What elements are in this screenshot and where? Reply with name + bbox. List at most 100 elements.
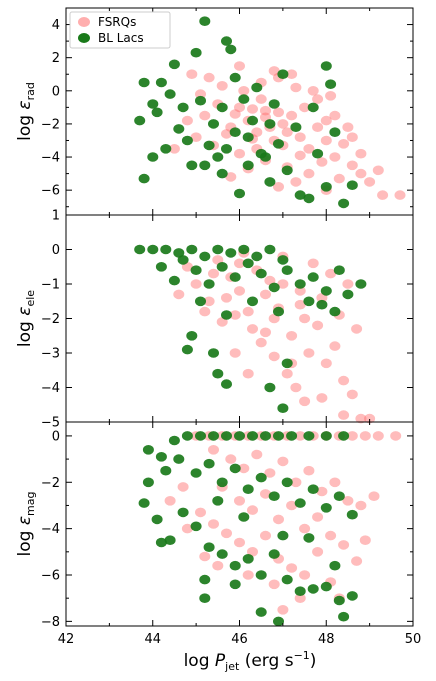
data-point [221,293,232,303]
data-point [290,82,302,93]
data-point [212,152,224,162]
data-point [294,286,306,296]
data-point [320,358,332,369]
data-point [168,59,180,70]
data-point [255,607,267,617]
data-point [208,519,219,529]
data-point [160,144,172,154]
data-point [329,306,341,317]
data-point [338,139,350,149]
data-point [151,107,163,118]
data-point [364,413,376,424]
data-point [333,173,345,184]
data-point [242,368,254,379]
data-point [390,431,402,441]
x-tick-label: 50 [405,632,422,647]
panel-frame [65,421,414,627]
data-point [173,289,185,300]
data-point [264,468,276,478]
data-point [221,129,232,139]
data-point [290,477,302,488]
data-point [212,368,224,379]
data-point [316,393,328,403]
data-point [186,244,198,255]
data-point [342,496,354,506]
data-point [186,69,198,79]
data-point [186,331,198,341]
y-axis-label: log εele [15,290,37,347]
data-point [251,82,263,93]
data-point [368,491,380,502]
data-point [251,251,263,262]
data-point [281,477,293,488]
data-point [342,289,354,300]
data-point [247,324,258,334]
data-point [164,535,176,545]
data-point [190,265,202,276]
data-point [281,368,293,379]
data-point [199,593,211,603]
data-point [303,465,315,476]
data-point [208,348,219,358]
y-tick-label: 4 [52,18,60,33]
data-point [351,324,363,334]
data-point [208,445,219,455]
data-point [325,91,337,101]
data-point [338,410,350,420]
data-point [286,431,298,441]
data-point [346,389,358,400]
data-point [155,452,167,462]
data-point [160,465,172,476]
y-tick-label: −4 [41,151,60,166]
data-point [338,375,350,386]
data-point [277,530,289,541]
data-point [234,496,245,506]
data-point [273,182,284,192]
data-point [338,540,350,550]
data-point [208,431,219,441]
data-point [242,132,254,142]
data-point [307,102,319,113]
data-point [333,595,345,606]
data-point [251,127,263,137]
data-point [264,244,276,255]
data-point [312,320,324,331]
data-point [325,268,337,279]
data-point [281,265,293,276]
data-point [320,581,332,592]
data-point [212,496,224,506]
data-point [238,463,250,474]
data-point [155,77,167,88]
data-point [264,119,276,129]
data-point [238,94,250,104]
y-tick-label: −2 [41,476,60,491]
data-point [338,611,350,622]
data-point [307,484,319,495]
data-point [294,431,306,441]
data-point [372,165,384,176]
data-point [277,279,289,289]
data-point [273,139,284,149]
data-point [286,331,298,341]
data-point [299,313,311,324]
data-point [294,279,306,289]
data-point [281,165,293,176]
data-point [260,489,271,499]
data-point [355,500,367,511]
data-point [138,77,150,88]
data-point [303,144,315,154]
y-tick-label: −4 [41,522,60,537]
data-point [281,574,293,585]
data-point [234,148,245,159]
data-point [294,150,306,161]
series-bl-lacs [138,431,358,627]
data-point [286,500,298,511]
data-point [255,94,267,104]
data-point [260,152,271,162]
data-point [155,537,167,548]
data-point [242,160,254,171]
data-point [273,431,284,441]
data-point [181,115,193,126]
data-point [316,157,328,167]
data-point [329,127,341,137]
